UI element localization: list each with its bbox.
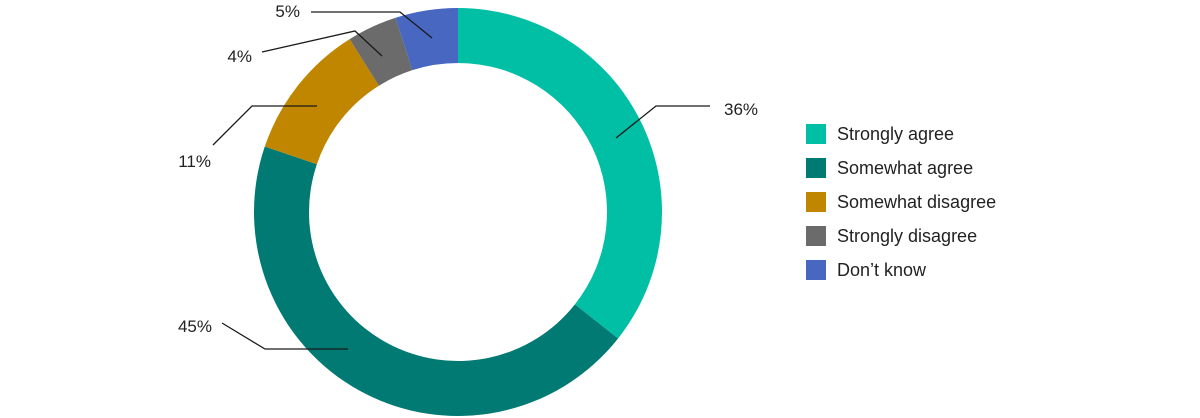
legend: Strongly agree Somewhat agree Somewhat dis…: [806, 117, 996, 287]
legend-item-somewhat-disagree: Somewhat disagree: [806, 185, 996, 219]
leader-line-strongly-agree: [615, 105, 710, 139]
legend-label: Strongly disagree: [837, 225, 978, 246]
leader-line-somewhat-disagree: [212, 105, 317, 146]
slice-strongly-disagree: [349, 17, 413, 86]
legend-swatch: [806, 260, 826, 280]
data-label-don-t-know: 5%: [275, 2, 300, 21]
leader-lines: [212, 11, 710, 350]
data-label-somewhat-disagree: 11%: [178, 152, 211, 171]
slice-somewhat-agree: [254, 146, 619, 416]
data-label-strongly-disagree: 4%: [227, 47, 252, 66]
slice-strongly-agree: [458, 8, 663, 339]
legend-item-somewhat-agree: Somewhat agree: [806, 151, 996, 185]
legend-swatch: [806, 158, 826, 178]
legend-label: Somewhat disagree: [837, 191, 997, 212]
leader-line-don-t-know: [311, 11, 433, 39]
data-label-somewhat-agree: 45%: [178, 317, 212, 336]
leader-line-strongly-disagree: [261, 30, 383, 57]
legend-item-strongly-agree: Strongly agree: [806, 117, 996, 151]
legend-label: Strongly agree: [837, 123, 955, 144]
donut-slices: [254, 8, 663, 416]
leader-line-somewhat-agree: [221, 322, 348, 350]
legend-swatch: [806, 124, 826, 144]
legend-swatch: [806, 226, 826, 246]
legend-label: Don’t know: [837, 259, 927, 280]
slice-don-t-know: [395, 8, 458, 71]
data-labels: 36% 45% 11% 4% 5%: [178, 2, 758, 336]
legend-label: Somewhat agree: [837, 157, 974, 178]
legend-swatch: [806, 192, 826, 212]
legend-item-don-t-know: Don’t know: [806, 253, 996, 287]
data-label-strongly-agree: 36%: [724, 100, 758, 119]
legend-item-strongly-disagree: Strongly disagree: [806, 219, 996, 253]
slice-somewhat-disagree: [264, 39, 379, 165]
